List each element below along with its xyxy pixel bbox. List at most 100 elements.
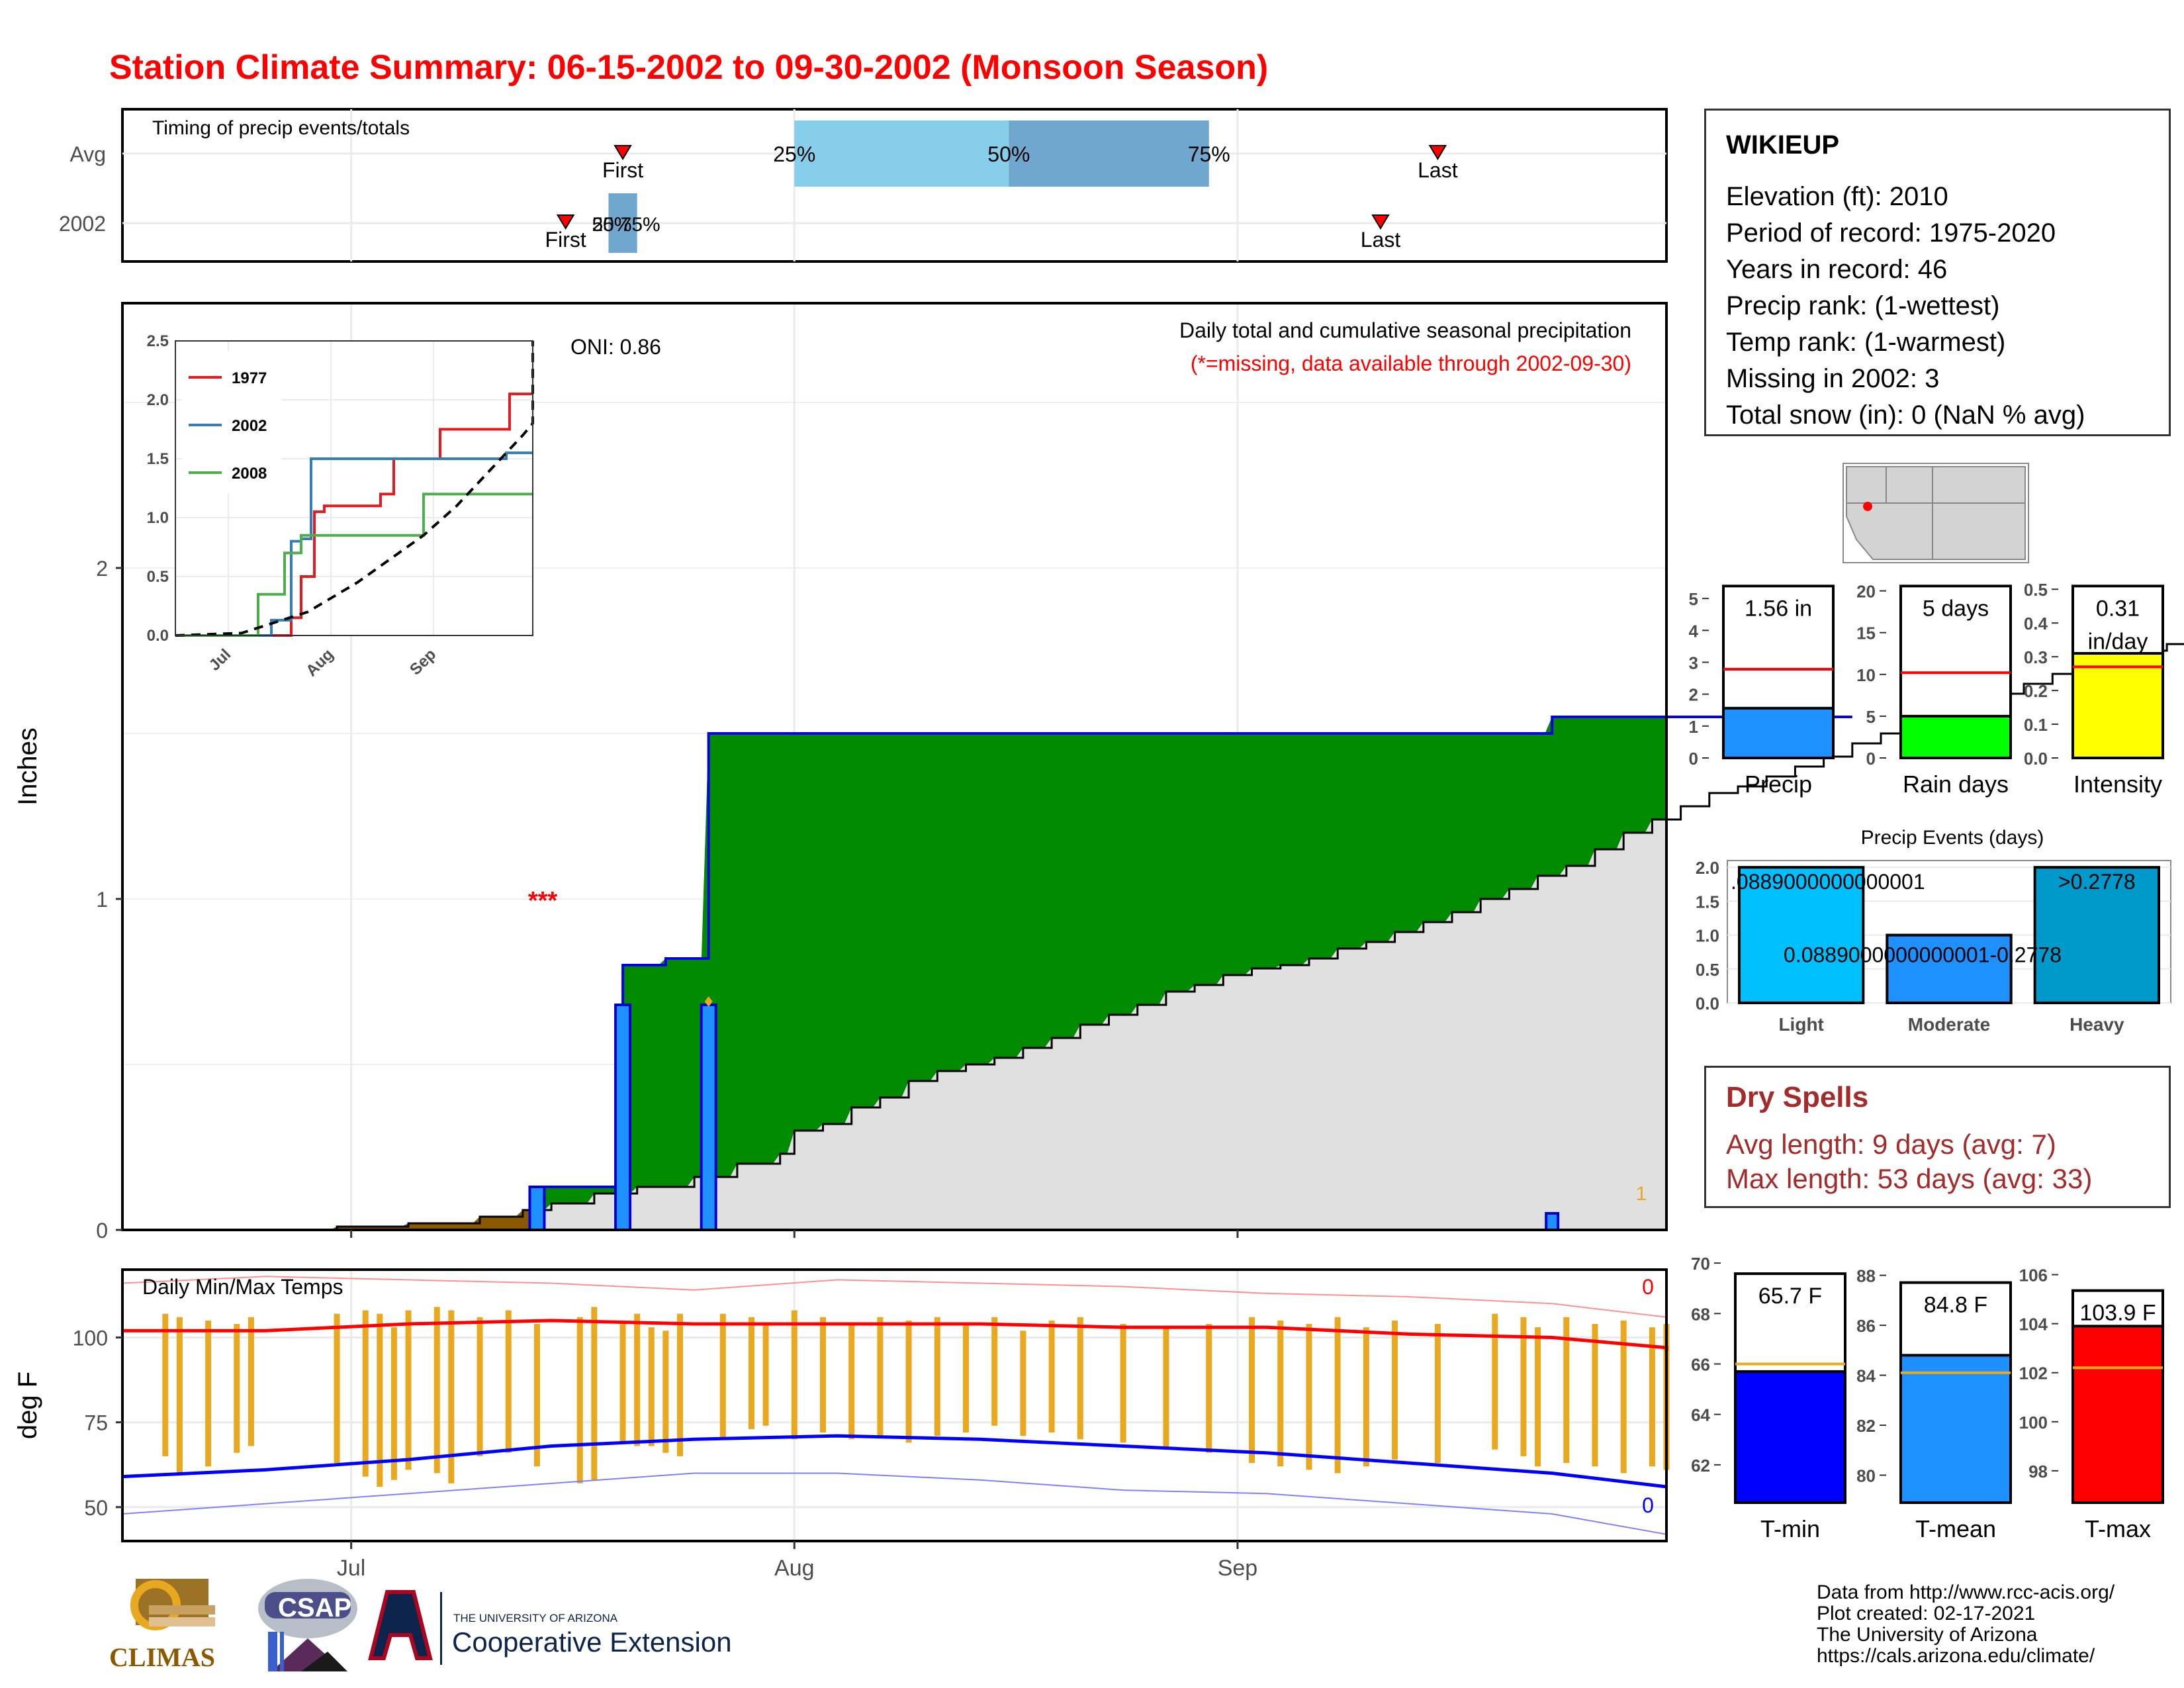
events-ytick-label: 0.0 <box>1696 994 1719 1013</box>
dry-spells-title: Dry Spells <box>1726 1081 1869 1113</box>
station-elevation: Elevation (ft): 2010 <box>1726 182 1948 211</box>
intensity-bar-chart-bar <box>2071 652 2164 759</box>
tmean-bar-chart-bar <box>1899 1354 2012 1505</box>
inset-legend-label: 1977 <box>232 369 267 387</box>
precip-ylabel: Inches <box>13 727 42 806</box>
precip-bar-chart-bar <box>1722 706 1835 759</box>
precip-ytick-label: 0 <box>96 1219 108 1243</box>
tmax-bar-chart-ytick-label: 106 <box>2019 1266 2048 1286</box>
ua-big-text: Cooperative Extension <box>452 1626 732 1658</box>
events-ytick-label: 2.0 <box>1696 858 1719 878</box>
2002-first-marker <box>556 214 575 230</box>
inset-series-line <box>175 492 533 637</box>
tmean-bar-chart-ytick-label: 82 <box>1856 1416 1876 1436</box>
station-precip-rank: Precip rank: (1-wettest) <box>1726 291 2000 320</box>
tmax-bar-chart-bar <box>2071 1325 2164 1505</box>
precip-avg-line <box>122 643 2184 1231</box>
station-name: WIKIEUP <box>1726 130 1840 160</box>
csap-text: CSAP <box>278 1593 352 1622</box>
dry-spells-max: Max length: 53 days (avg: 33) <box>1726 1163 2093 1194</box>
2002-first-label: First <box>545 228 586 252</box>
precip-bar-chart-ytick-label: 5 <box>1689 589 1698 609</box>
temps-panel-frame <box>121 1268 1668 1542</box>
avg-50-75-bar <box>1009 120 1209 187</box>
events-ytick-label: 1.0 <box>1696 926 1719 946</box>
precip-bar-chart-ytick-label: 3 <box>1689 653 1698 673</box>
ua-small-text: THE UNIVERSITY OF ARIZONA <box>453 1612 618 1624</box>
intensity-bar-chart-ytick-label: 0.1 <box>2024 715 2048 735</box>
precip-daily-bar <box>700 1004 717 1231</box>
raindays-bar-chart-ytick-label: 20 <box>1856 582 1876 602</box>
avg-last-label: Last <box>1418 158 1458 182</box>
credits: Data from http://www.rcc-acis.org/ Plot … <box>1817 1582 2115 1667</box>
tmin-bar-chart-ytick-label: 66 <box>1691 1354 1710 1374</box>
intensity-bar-chart-ytick-label: 0.4 <box>2024 614 2048 633</box>
credit-url: https://cals.arizona.edu/climate/ <box>1817 1645 2095 1667</box>
page-title: Station Climate Summary: 06-15-2002 to 0… <box>109 48 1269 87</box>
events-category-label: Light <box>1778 1014 1823 1035</box>
tmean-bar-chart-ytick-label: 86 <box>1856 1316 1876 1336</box>
events-bar <box>1738 866 1865 1004</box>
raindays-bar-chart-ytick-label: 15 <box>1856 624 1876 643</box>
station-snow: Total snow (in): 0 (NaN % avg) <box>1726 400 2085 430</box>
raindays-bar-chart-ytick-label: 5 <box>1866 707 1876 727</box>
tmin-bar-chart-value-label: 65.7 F <box>1758 1284 1822 1309</box>
precip-bar-chart-category-label: Precip <box>1745 771 1812 798</box>
events-bar <box>1886 933 2013 1004</box>
tmean-bar-chart-ytick-label: 84 <box>1856 1366 1876 1386</box>
events-title: Precip Events (days) <box>1861 827 2044 849</box>
intensity-bar-chart-ytick-label: 0.0 <box>2024 749 2048 769</box>
intensity-bar-chart-value-label2: in/day <box>2088 629 2148 654</box>
tmin-bar-chart-category-label: T-min <box>1760 1515 1820 1542</box>
credit-university: The University of Arizona <box>1817 1624 2038 1646</box>
avg-p75-label: 75% <box>1188 142 1230 166</box>
tmean-bar-chart-category-label: T-mean <box>1915 1515 1996 1542</box>
events-ytick-label: 1.5 <box>1696 892 1719 912</box>
inset-ytick-label: 0.5 <box>147 568 169 586</box>
map-station-marker <box>1863 502 1872 511</box>
precip-daily-bar <box>614 1004 632 1231</box>
dry-spells-panel: Dry Spells Avg length: 9 days (avg: 7) M… <box>1704 1066 2171 1208</box>
raindays-bar-chart-category-label: Rain days <box>1903 771 2009 798</box>
2002-p25-label: 25% <box>592 214 631 236</box>
temps-ytick-label: 100 <box>73 1327 108 1350</box>
tmin-bar-chart-ytick-label: 62 <box>1691 1456 1710 1476</box>
2002-last-marker <box>1371 214 1390 230</box>
temps-corner-bottom: 0 <box>1642 1493 1654 1517</box>
avg-first-label: First <box>602 158 643 182</box>
precip-ytick-label: 2 <box>96 557 108 581</box>
ua-logo <box>368 1590 442 1665</box>
dry-spells-avg: Avg length: 9 days (avg: 7) <box>1726 1129 2056 1160</box>
station-info-panel: WIKIEUP Elevation (ft): 2010 Period of r… <box>1704 109 2171 436</box>
tmax-bar-chart-ytick-label: 102 <box>2019 1364 2048 1383</box>
temps-ylabel: deg F <box>13 1372 42 1439</box>
intensity-bar-chart-ytick-label: 0.5 <box>2024 580 2048 600</box>
2002-last-label: Last <box>1361 228 1401 252</box>
intensity-bar-chart-category-label: Intensity <box>2073 771 2162 798</box>
temps-ytick-label: 75 <box>84 1411 108 1435</box>
temps-max-record-line <box>122 1276 1667 1318</box>
temps-xtick-label: Sep <box>1218 1556 1258 1581</box>
tmean-bar-chart-ytick-label: 88 <box>1856 1266 1876 1286</box>
station-temp-rank: Temp rank: (1-warmest) <box>1726 328 2006 357</box>
inset-legend-bg <box>182 351 281 493</box>
precip-subtitle: (*=missing, data available through 2002-… <box>1191 352 1631 375</box>
tmin-bar-chart-ytick-label: 68 <box>1691 1304 1710 1324</box>
credit-created: Plot created: 02-17-2021 <box>1817 1603 2036 1624</box>
inset-legend-label: 2002 <box>232 417 267 435</box>
precip-daily-bar <box>1545 1212 1560 1231</box>
logos-art <box>130 1579 442 1671</box>
inset-ytick-label: 0.0 <box>147 627 169 645</box>
events-bar <box>2033 866 2161 1004</box>
temps-max-avg-line <box>122 1319 1668 1351</box>
avg-p50-label: 50% <box>987 142 1030 166</box>
tmax-bar-chart-category-label: T-max <box>2085 1515 2151 1542</box>
timing-row-label: 2002 <box>59 212 106 236</box>
tmax-bar-chart-ytick-label: 104 <box>2019 1315 2048 1335</box>
temps-min-avg-line <box>122 1434 1667 1489</box>
events-bar-label: 0.0889000000000001-0.2778 <box>1784 943 2062 967</box>
station-years: Years in record: 46 <box>1726 255 1948 284</box>
tmin-bar-chart-ytick-label: 64 <box>1691 1405 1710 1425</box>
temps-ytick-label: 50 <box>84 1496 108 1520</box>
intensity-bar-chart-value-label: 0.31 <box>2096 596 2140 621</box>
